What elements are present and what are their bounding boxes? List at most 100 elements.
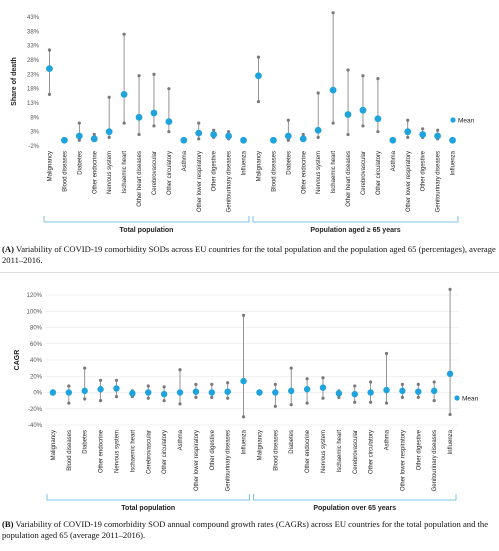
mean-point	[404, 128, 412, 136]
y-tick-label: -20%	[28, 407, 43, 413]
mean-point	[65, 389, 73, 396]
max-point	[67, 384, 71, 388]
mean-point	[319, 384, 327, 391]
category-label: Other circulatory	[167, 151, 173, 195]
mean-point	[389, 136, 397, 144]
category-label: Ischaemic heart	[337, 430, 343, 473]
category-label: Malignancy	[256, 151, 262, 181]
group-bracket	[43, 216, 250, 223]
category-label: Ischaemic heart	[122, 151, 128, 194]
min-point	[137, 132, 141, 137]
max-point	[167, 87, 171, 91]
caption-a-text: Variability of COVID-19 comorbidity SODs…	[2, 244, 496, 265]
mean-point	[359, 106, 367, 114]
max-point	[226, 381, 230, 385]
mean-point	[120, 91, 128, 98]
mean-point	[374, 115, 382, 123]
min-point	[353, 400, 357, 404]
group-bracket	[253, 494, 457, 501]
min-point	[77, 138, 81, 142]
max-point	[289, 366, 293, 370]
max-point	[286, 118, 290, 122]
mean-point	[90, 135, 98, 143]
category-label: Other digestive	[210, 429, 216, 470]
min-point	[346, 132, 350, 137]
y-tick-label: 13%	[27, 101, 40, 107]
min-point	[226, 396, 230, 400]
max-point	[316, 91, 320, 95]
y-tick-label: 43%	[27, 15, 40, 21]
legend-label: Mean	[462, 395, 479, 402]
mean-point	[335, 390, 343, 397]
min-point	[146, 396, 150, 400]
max-point	[162, 385, 166, 389]
min-point	[400, 395, 405, 399]
category-label: Other lower respiratory	[400, 430, 406, 491]
category-label: Malignancy	[51, 430, 57, 460]
category-label: Cerebrovascular	[361, 151, 367, 195]
mean-point	[329, 86, 337, 94]
min-point	[361, 124, 365, 128]
max-point	[256, 55, 261, 59]
max-point	[194, 382, 198, 386]
max-point	[273, 382, 277, 386]
mean-point	[399, 387, 406, 395]
y-axis-label: Share of death	[11, 57, 18, 106]
category-label: Asthma	[391, 150, 397, 171]
min-point	[376, 130, 380, 134]
min-point	[331, 121, 335, 125]
mean-point	[113, 385, 120, 392]
mean-point	[208, 389, 215, 396]
min-point	[241, 415, 246, 419]
min-point	[167, 130, 171, 134]
category-label: Other digestive	[421, 150, 427, 191]
y-tick-label: 40%	[30, 358, 43, 364]
category-label: Genitourinary diseases	[227, 151, 233, 212]
category-label: Other endocrine	[92, 150, 98, 194]
mean-point	[256, 389, 263, 396]
mean-point	[210, 131, 218, 138]
mean-point	[180, 136, 188, 144]
legend-label: Mean	[458, 117, 475, 124]
category-label: Other circulatory	[369, 430, 375, 474]
mean-point	[97, 386, 104, 393]
category-label: Malignancy	[47, 151, 53, 181]
mean-point	[284, 132, 292, 140]
category-label: Other digestive	[416, 429, 422, 470]
max-point	[353, 384, 357, 388]
mean-point	[192, 388, 200, 395]
mean-point	[240, 377, 247, 385]
category-label: Other endocrine	[99, 429, 105, 473]
min-point	[114, 394, 119, 399]
max-point	[321, 376, 325, 380]
min-point	[448, 412, 452, 417]
mean-point	[303, 386, 311, 393]
min-point	[107, 135, 111, 139]
y-tick-label: 60%	[30, 342, 43, 348]
category-label: Other endocrine	[301, 150, 307, 194]
category-label: Asthma	[178, 429, 184, 450]
category-label: Influenza	[242, 150, 248, 175]
category-label: Influenza	[451, 150, 457, 175]
y-tick-label: 18%	[27, 87, 40, 93]
category-label: Other endocrine	[305, 429, 311, 473]
y-axis-label: CAGR	[14, 350, 21, 371]
category-label: Ischaemic heart	[331, 151, 337, 194]
y-tick-label: 28%	[27, 58, 40, 64]
min-point	[289, 403, 293, 407]
category-label: Other circulatory	[162, 430, 168, 474]
min-point	[256, 99, 261, 104]
min-point	[98, 399, 103, 403]
max-point	[210, 382, 214, 386]
category-label: Asthma	[385, 429, 391, 450]
max-point	[436, 128, 440, 132]
mean-point	[176, 389, 184, 396]
mean-point	[224, 388, 231, 395]
mean-point	[165, 118, 173, 126]
max-point	[47, 48, 52, 52]
mean-point	[75, 132, 83, 140]
min-point	[152, 124, 156, 128]
category-label: Other heart diseases	[346, 151, 352, 207]
legend-marker	[450, 117, 456, 123]
min-point	[162, 399, 166, 403]
